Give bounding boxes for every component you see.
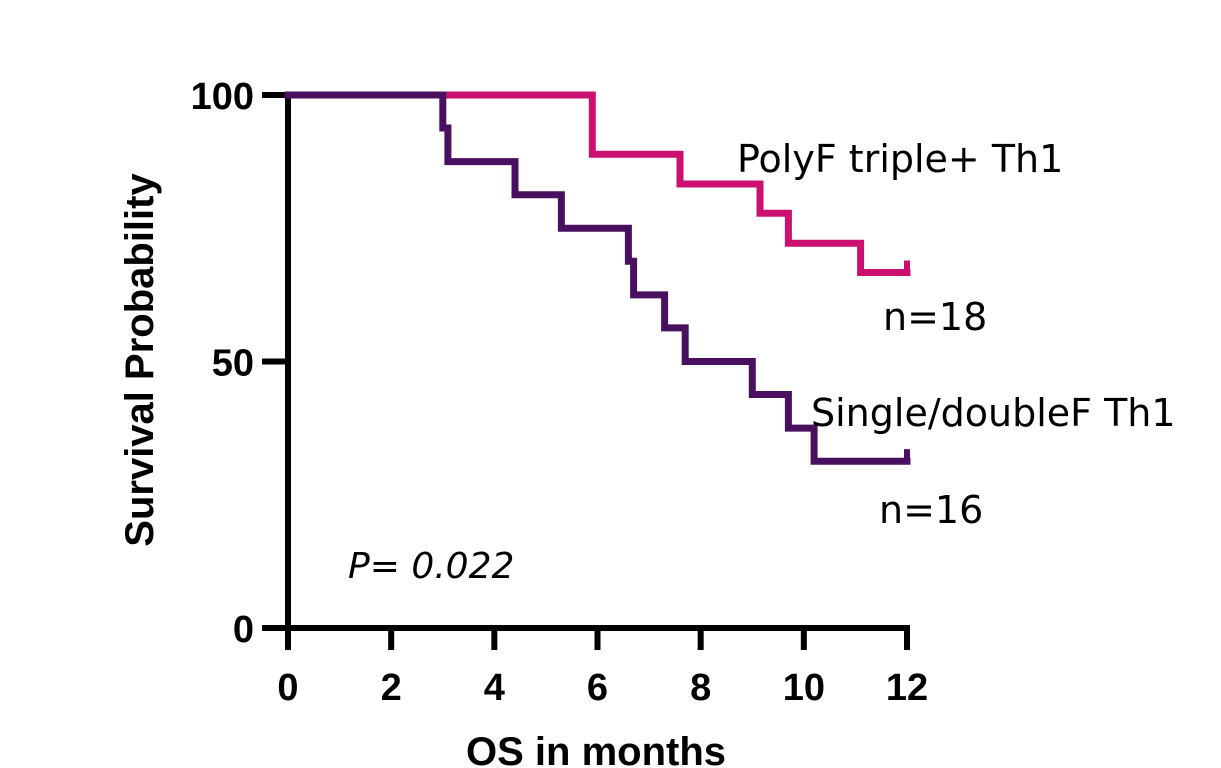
y-tick-label: 100 [191,76,254,118]
series-1-n-label: n=18 [883,295,987,339]
x-axis-title: OS in months [466,730,726,768]
series-2-line [284,91,911,465]
x-tick-label: 8 [690,667,711,709]
x-tick-label: 4 [484,667,505,709]
labels-layer: OS in months Survival Probability PolyF … [118,137,1176,768]
y-axis-title: Survival Probability [118,173,162,547]
series-2-name-label: Single/doubleF Th1 [811,391,1176,435]
series-1-line [284,91,911,276]
x-tick-label: 12 [886,667,928,709]
series-1-name-label: PolyF triple+ Th1 [737,137,1063,181]
axes: 0 50 100 0 2 4 6 8 10 12 [191,76,929,709]
p-value-label: P= 0.022 [348,546,514,587]
x-tick-label: 0 [277,667,298,709]
x-tick-label: 10 [783,667,825,709]
x-tick-label: 2 [381,667,402,709]
series-layer [284,91,911,465]
y-tick-label: 0 [233,609,254,651]
x-tick-label: 6 [587,667,608,709]
series-2-n-label: n=16 [879,488,983,532]
y-tick-label: 50 [212,343,254,385]
